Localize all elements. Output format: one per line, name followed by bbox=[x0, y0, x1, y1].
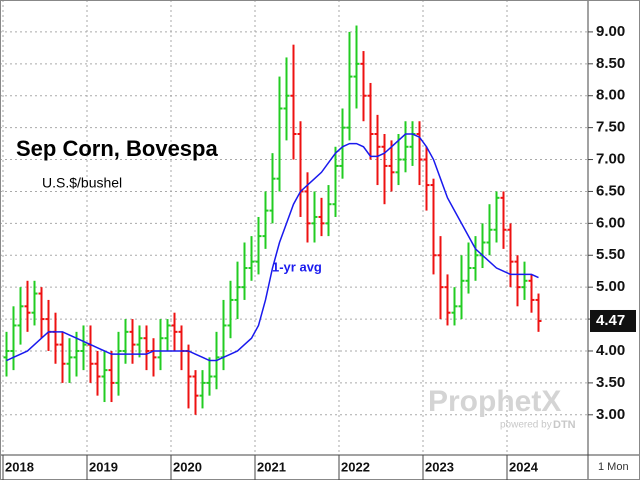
x-tick-label: 2019 bbox=[89, 459, 118, 474]
y-tick-label: 7.50 bbox=[596, 119, 625, 136]
y-tick-label: 9.00 bbox=[596, 23, 625, 40]
x-tick-label: 2018 bbox=[5, 459, 34, 474]
average-line bbox=[6, 133, 539, 362]
y-tick-label: 8.00 bbox=[596, 87, 625, 104]
interval-label: 1 Mon bbox=[598, 461, 629, 473]
y-tick-label: 6.00 bbox=[596, 214, 625, 231]
watermark-brand: DTN bbox=[553, 419, 576, 431]
x-tick-label: 2023 bbox=[425, 459, 454, 474]
x-tick-label: 2021 bbox=[257, 459, 286, 474]
chart-title: Sep Corn, Bovespa bbox=[16, 136, 218, 161]
y-tick-label: 8.50 bbox=[596, 55, 625, 72]
last-price-box bbox=[590, 309, 636, 332]
chart-subtitle: U.S.$/bushel bbox=[42, 175, 122, 191]
watermark: ProphetX bbox=[428, 385, 561, 418]
average-label: 1-yr avg bbox=[272, 259, 322, 274]
x-tick-label: 2020 bbox=[173, 459, 202, 474]
y-tick-label: 5.00 bbox=[596, 278, 625, 295]
x-tick-label: 2024 bbox=[509, 459, 539, 474]
x-tick-label: 2022 bbox=[341, 459, 370, 474]
watermark-sub: powered by bbox=[500, 420, 552, 431]
y-tick-label: 6.50 bbox=[596, 182, 625, 199]
last-price-label: 4.47 bbox=[596, 312, 625, 329]
y-tick-label: 5.50 bbox=[596, 246, 625, 263]
y-tick-label: 3.00 bbox=[596, 406, 625, 423]
y-tick-label: 3.50 bbox=[596, 374, 625, 391]
y-tick-label: 4.00 bbox=[596, 342, 625, 359]
y-tick-label: 7.00 bbox=[596, 151, 625, 168]
marks bbox=[3, 25, 542, 415]
